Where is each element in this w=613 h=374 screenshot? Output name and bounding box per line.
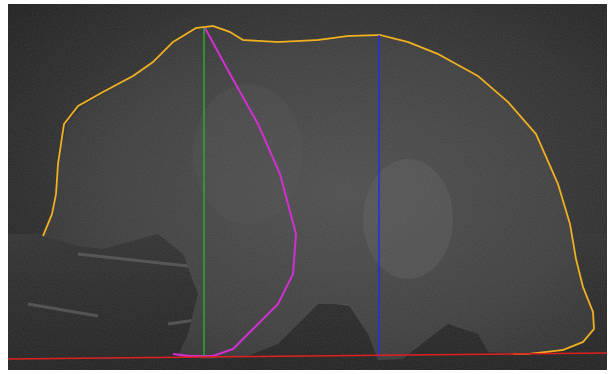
ground-line — [8, 352, 607, 360]
grain-overlay — [8, 4, 607, 370]
chest-curve-line — [172, 27, 297, 357]
trail-camera-photo — [8, 4, 607, 370]
photo-canvas — [8, 4, 607, 370]
bear-outline-line — [42, 25, 595, 355]
